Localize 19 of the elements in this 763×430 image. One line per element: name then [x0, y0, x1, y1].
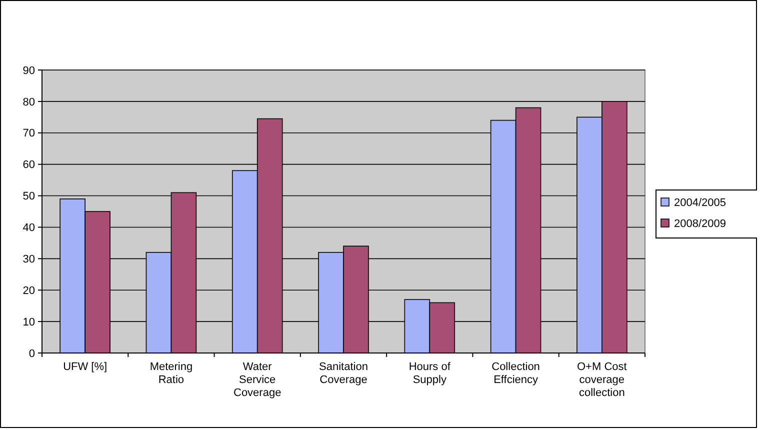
x-tick-label: Collection Effciency [492, 361, 540, 386]
legend-label: 2004/2005 [674, 196, 726, 209]
x-tick-label: Metering Ratio [150, 361, 193, 386]
y-tick-label: 10 [22, 316, 35, 328]
y-tick-label: 0 [28, 348, 35, 360]
y-tick-label: 30 [22, 254, 35, 266]
x-tick-label: Water Service Coverage [234, 361, 282, 399]
x-tick-label: UFW [%] [63, 361, 108, 373]
y-tick-label: 60 [22, 159, 35, 172]
y-tick-label: 90 [22, 64, 35, 77]
y-tick-label: 20 [22, 284, 35, 297]
x-tick-label: Hours of Supply [408, 361, 452, 386]
y-tick-label: 40 [22, 222, 35, 234]
y-tick-label: 50 [22, 190, 35, 203]
x-tick-label: O+M Cost coverage collection [577, 361, 627, 399]
legend-label: 2008/2009 [674, 218, 726, 230]
y-tick-label: 80 [22, 96, 35, 108]
y-tick-label: 70 [22, 128, 35, 140]
x-tick-label: Sanitation Coverage [319, 361, 368, 386]
